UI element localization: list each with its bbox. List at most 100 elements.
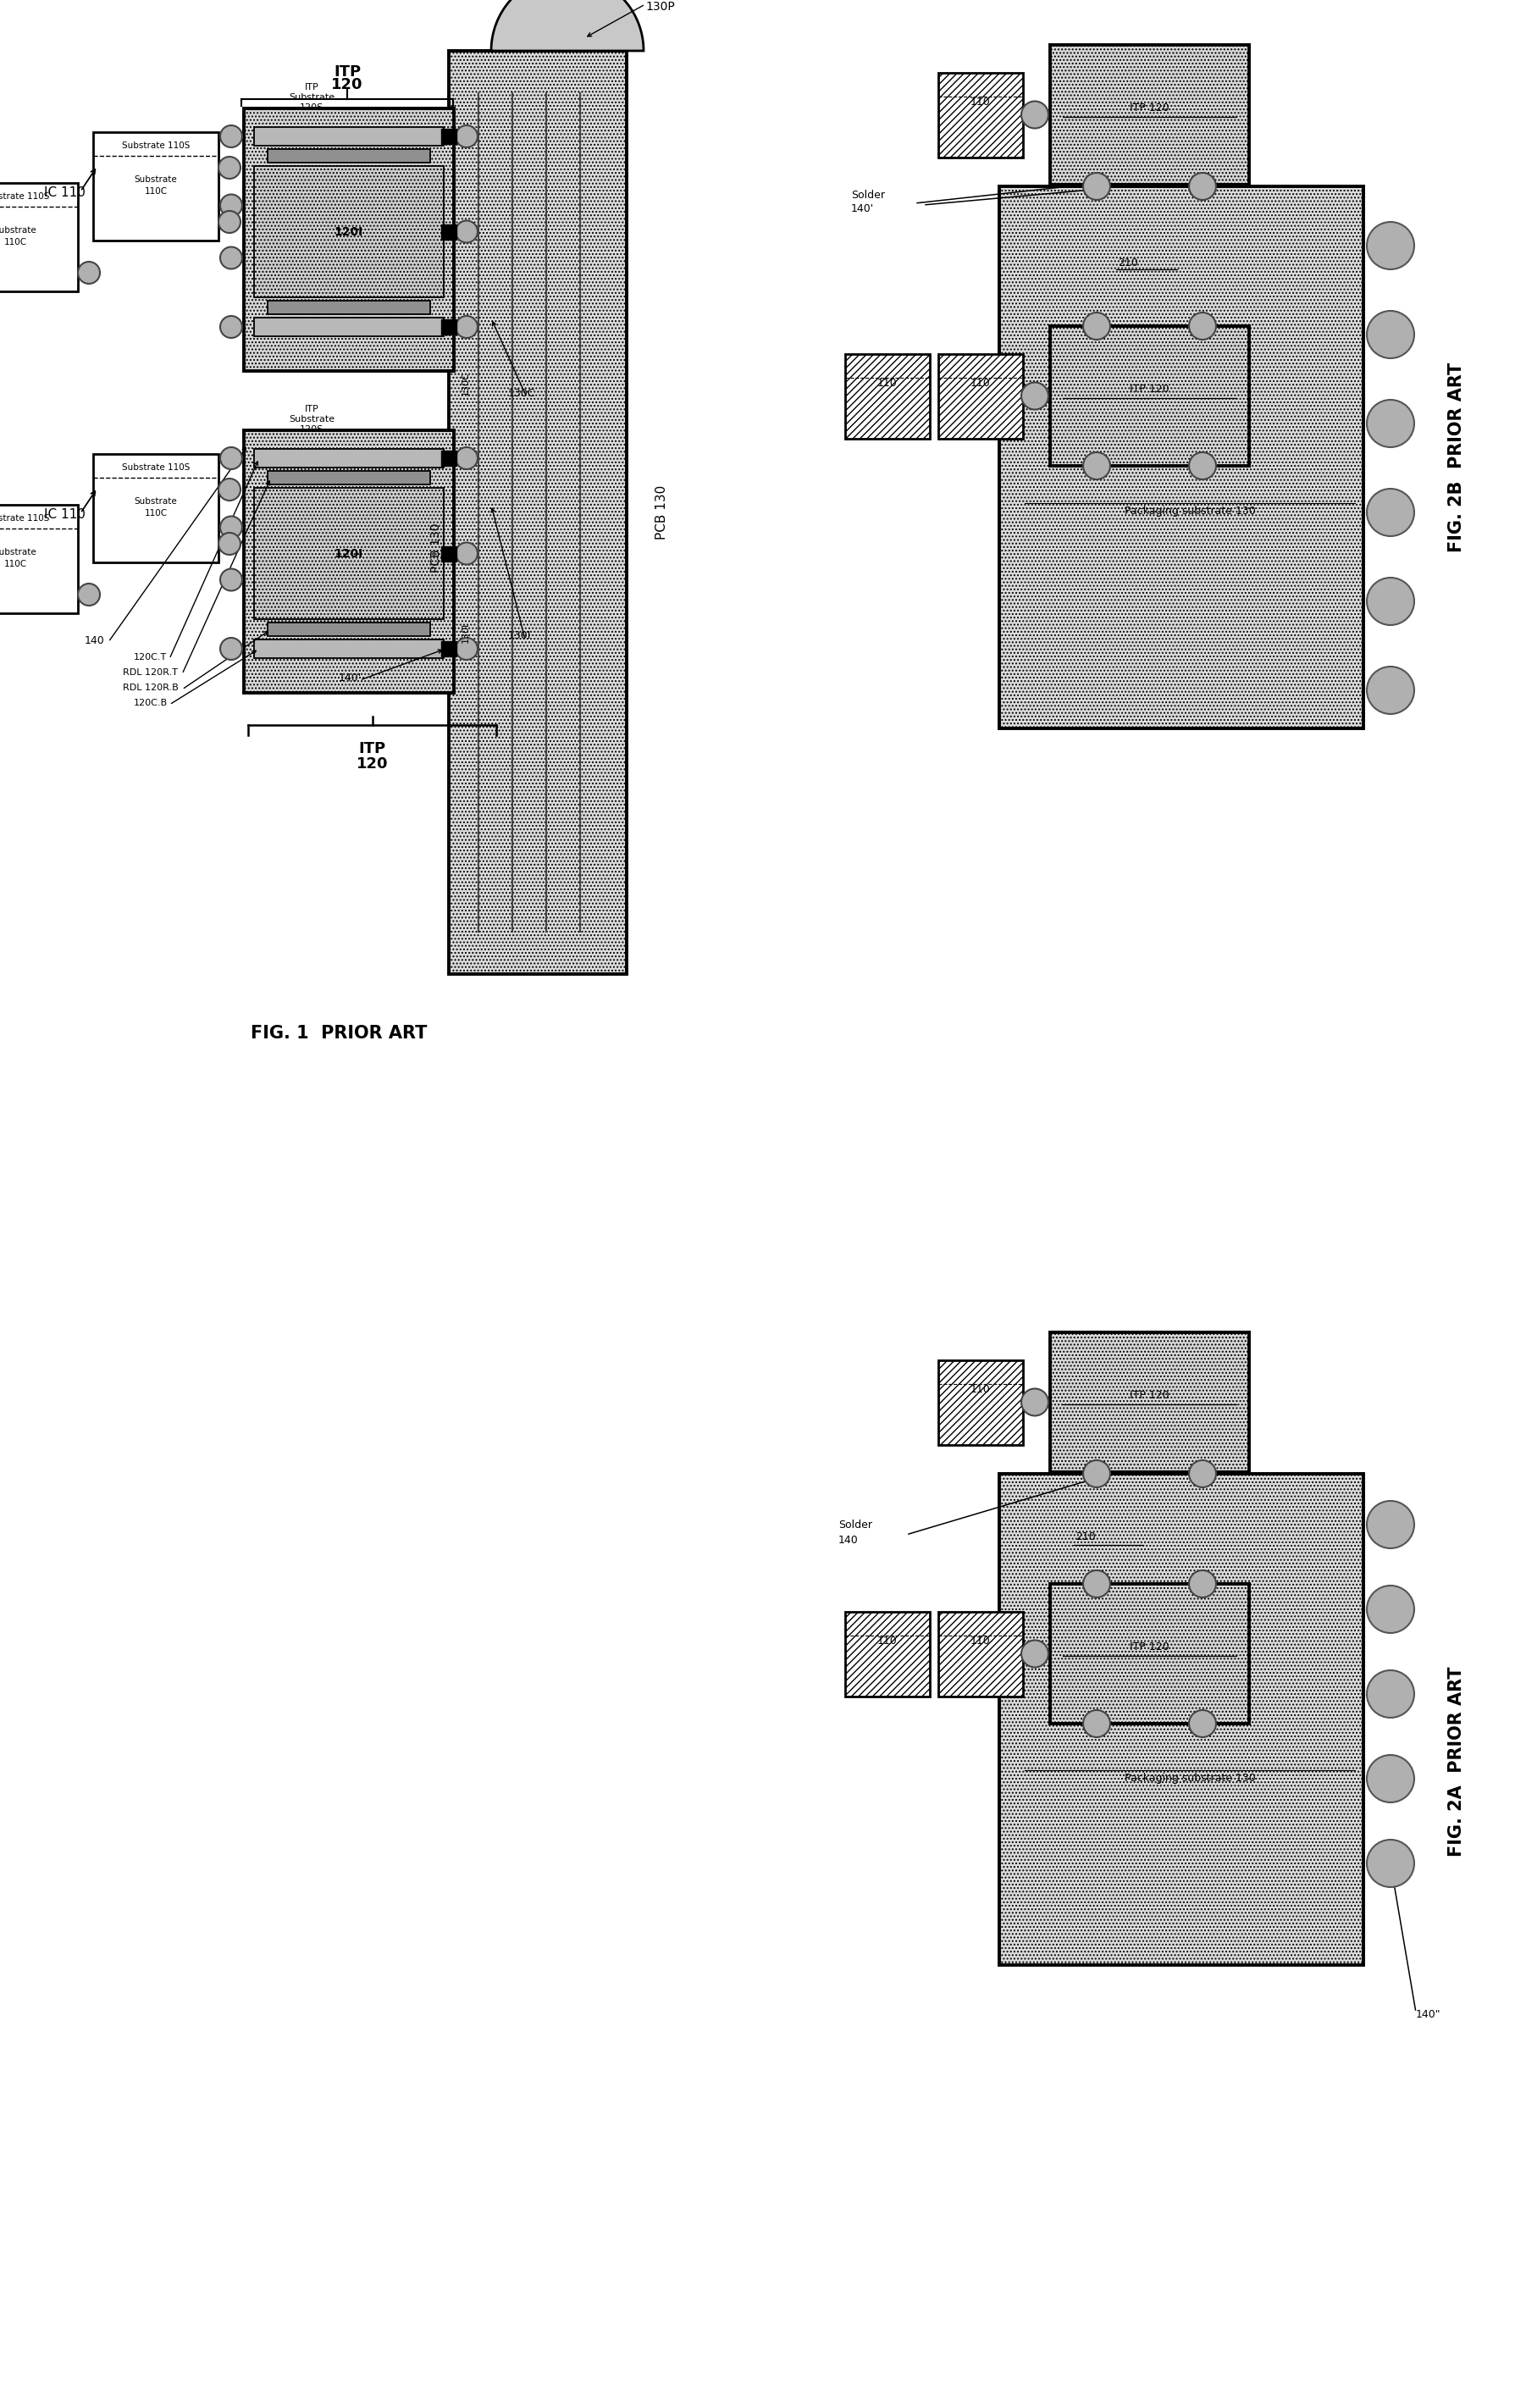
Bar xyxy=(255,448,444,467)
Bar xyxy=(1050,1332,1248,1471)
Circle shape xyxy=(77,262,100,284)
Text: Solder: Solder xyxy=(838,1519,873,1529)
Text: FIG. 1  PRIOR ART: FIG. 1 PRIOR ART xyxy=(250,1026,427,1043)
Bar xyxy=(441,547,456,561)
Bar xyxy=(1000,185,1364,727)
Text: Substrate 110S: Substrate 110S xyxy=(0,193,50,200)
Circle shape xyxy=(1367,578,1413,626)
Bar xyxy=(244,108,454,371)
Circle shape xyxy=(220,448,242,470)
Bar xyxy=(1050,46,1248,185)
Bar xyxy=(1050,1584,1248,1724)
Circle shape xyxy=(1367,311,1413,359)
Circle shape xyxy=(1367,1671,1413,1717)
Circle shape xyxy=(1189,313,1217,340)
Circle shape xyxy=(1189,1459,1217,1488)
Circle shape xyxy=(220,195,242,217)
Text: 140: 140 xyxy=(838,1534,859,1546)
Circle shape xyxy=(1189,1710,1217,1736)
Circle shape xyxy=(1367,489,1413,537)
Bar xyxy=(92,132,218,241)
Bar xyxy=(255,128,444,144)
Text: 110: 110 xyxy=(877,1635,897,1647)
Circle shape xyxy=(456,125,477,147)
Circle shape xyxy=(456,315,477,337)
Circle shape xyxy=(456,638,477,660)
Circle shape xyxy=(1367,400,1413,448)
Circle shape xyxy=(1083,1710,1110,1736)
Circle shape xyxy=(1367,1584,1413,1633)
Text: Solder: Solder xyxy=(851,190,885,200)
Text: PCB 130: PCB 130 xyxy=(656,486,668,539)
Circle shape xyxy=(1083,453,1110,479)
Bar xyxy=(1000,1474,1364,1965)
Circle shape xyxy=(1021,383,1048,409)
Bar xyxy=(0,183,77,291)
Text: ITP 120: ITP 120 xyxy=(1130,1642,1170,1652)
Circle shape xyxy=(1189,453,1217,479)
Text: ITP: ITP xyxy=(305,405,318,414)
Text: FIG. 2A  PRIOR ART: FIG. 2A PRIOR ART xyxy=(1448,1666,1465,1857)
Bar xyxy=(255,318,444,337)
Bar xyxy=(441,320,456,335)
Circle shape xyxy=(218,212,241,234)
Text: 140": 140" xyxy=(1417,2008,1441,2020)
Text: 140': 140' xyxy=(339,672,362,684)
Circle shape xyxy=(1367,222,1413,270)
Text: IC 110: IC 110 xyxy=(44,188,85,200)
Text: 140: 140 xyxy=(85,636,105,645)
Text: 110: 110 xyxy=(877,378,897,388)
Text: ITP 120: ITP 120 xyxy=(1130,1389,1170,1401)
Circle shape xyxy=(1021,1389,1048,1416)
Circle shape xyxy=(220,248,242,270)
Bar xyxy=(268,472,430,484)
Text: 130P: 130P xyxy=(645,0,676,12)
Text: Substrate 110S: Substrate 110S xyxy=(0,515,50,523)
Circle shape xyxy=(1021,101,1048,128)
Bar xyxy=(268,301,430,313)
Text: IC 110: IC 110 xyxy=(44,508,85,520)
Circle shape xyxy=(1367,1840,1413,1888)
Bar xyxy=(441,641,456,657)
Text: 130I: 130I xyxy=(462,621,470,643)
Bar xyxy=(448,51,627,975)
Circle shape xyxy=(218,479,241,501)
Text: ITP 120: ITP 120 xyxy=(1130,104,1170,113)
Text: 110: 110 xyxy=(971,1635,991,1647)
Bar xyxy=(244,431,454,694)
Circle shape xyxy=(1083,313,1110,340)
Text: FIG. 2B  PRIOR ART: FIG. 2B PRIOR ART xyxy=(1448,364,1465,551)
Text: 210: 210 xyxy=(1076,1531,1095,1544)
Text: PCB 130: PCB 130 xyxy=(430,523,442,573)
Text: ITP: ITP xyxy=(305,82,318,92)
Circle shape xyxy=(220,315,242,337)
Text: RDL 120R.B: RDL 120R.B xyxy=(123,684,179,691)
Bar xyxy=(938,354,1023,438)
Text: Substrate: Substrate xyxy=(135,496,177,506)
Circle shape xyxy=(220,125,242,147)
Circle shape xyxy=(456,222,477,243)
Circle shape xyxy=(1021,1640,1048,1666)
Text: 120: 120 xyxy=(332,77,364,92)
Circle shape xyxy=(1189,173,1217,200)
Text: Substrate: Substrate xyxy=(0,549,36,556)
Text: 130C: 130C xyxy=(508,388,536,400)
Circle shape xyxy=(1083,1459,1110,1488)
Text: 110C: 110C xyxy=(3,238,27,246)
Circle shape xyxy=(77,583,100,604)
Text: Packaging substrate 130: Packaging substrate 130 xyxy=(1124,1772,1256,1784)
Text: 120S: 120S xyxy=(300,426,324,433)
Circle shape xyxy=(456,542,477,563)
Text: 120I: 120I xyxy=(335,547,364,559)
Text: Substrate: Substrate xyxy=(289,414,335,424)
Circle shape xyxy=(1083,173,1110,200)
Bar xyxy=(255,489,444,619)
Circle shape xyxy=(218,532,241,554)
Text: Substrate: Substrate xyxy=(0,226,36,234)
Text: RDL 120R.T: RDL 120R.T xyxy=(123,669,177,677)
Circle shape xyxy=(456,448,477,470)
Bar xyxy=(938,72,1023,157)
Bar xyxy=(268,624,430,636)
Bar xyxy=(255,166,444,296)
Text: 110: 110 xyxy=(971,378,991,388)
